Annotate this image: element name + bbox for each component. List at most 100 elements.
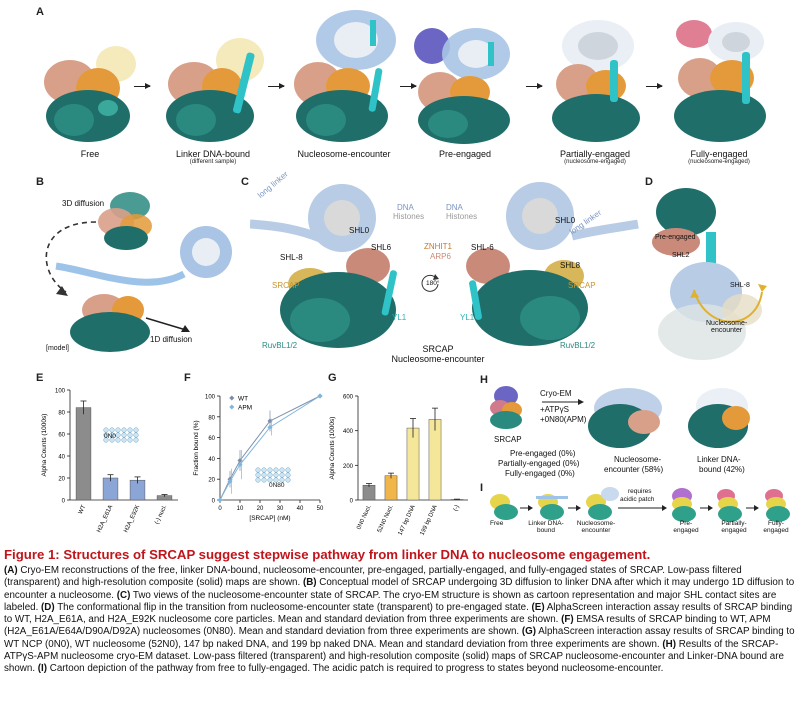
inset-nucleosome-dot: [127, 437, 133, 443]
caption-text-e: AlphaScreen interaction assay results of…: [4, 601, 793, 626]
srcap-label-h: SRCAP: [494, 435, 522, 444]
nucleosome-encounter-map: [294, 10, 396, 142]
inset-nucleosome-dot: [273, 477, 279, 483]
percent-pre-engaged: Pre-engaged (0%): [510, 449, 576, 458]
state-sub-linker: (different sample): [189, 159, 237, 165]
inset-nucleosome-dot: [285, 467, 291, 473]
panel-label-g: G: [328, 372, 337, 384]
arp6-label: ARP6: [430, 252, 451, 261]
fully-engaged-map: [674, 20, 766, 142]
apm-condition: +0N80(APM): [540, 415, 587, 424]
inset-nucleosome-dot: [261, 477, 267, 483]
chart-f: 0 20 40 60 80 100 0 10 20 30 40 50 [SRCAP] (nM) Fract…: [193, 393, 324, 522]
inset-nucleosome-dot: [261, 467, 267, 473]
shl6-label-left: SHL6: [371, 243, 392, 252]
bar: [384, 475, 398, 501]
cryo-em-label: Cryo-EM: [540, 389, 572, 398]
x-tick-label: H2A_E92K: [123, 504, 141, 533]
note-requires: requires: [628, 488, 652, 495]
caption-text-b: Conceptual model of SRCAP undergoing 3D …: [4, 577, 795, 601]
y-tick-label: 200: [343, 464, 354, 470]
inset-nucleosome-dot: [103, 437, 109, 443]
encounter-title-line2: Nucleosome-encounter: [391, 354, 485, 364]
x-tick-label: H2A_E61A: [96, 504, 114, 533]
state-label-free: Free: [80, 149, 100, 159]
pre-engaged-label-d: Pre-engaged: [655, 234, 696, 241]
diffusion-model-diagram: [45, 192, 232, 352]
caption-letter-e: (E): [531, 601, 545, 613]
arrow-a1: [134, 83, 151, 89]
data-point: [217, 497, 223, 503]
ruvbl-label-right: RuvBL1/2: [560, 341, 596, 350]
rotation-label: 180°: [426, 280, 440, 287]
percent-partially: Partially-engaged (0%): [498, 459, 580, 468]
y-axis-label: Alpha Counts (1000s): [41, 414, 48, 477]
inset-nucleosome-dot: [115, 427, 121, 433]
caption-text-c: Two views of the nucleosome-encounter st…: [4, 589, 777, 613]
bar: [428, 419, 442, 501]
caption-letter-h: (H): [662, 638, 676, 650]
diffusion-3d-label: 3D diffusion: [62, 199, 105, 208]
legend-label: WT: [238, 396, 248, 403]
inset-nucleosome-dot: [115, 437, 121, 443]
model-label: [model]: [46, 345, 69, 352]
x-tick-label: 30: [277, 506, 284, 512]
x-tick-label: (-): [453, 504, 461, 512]
state-label-linker: Linker DNA-bound: [175, 149, 251, 159]
y-tick-label: 100: [205, 395, 216, 401]
x-tick-label: 147 bp DNA: [398, 504, 417, 536]
inset-nucleosome-dot: [127, 432, 133, 438]
panel-label-f: F: [184, 372, 191, 384]
yl1-label-left: YL1: [392, 313, 407, 322]
atp-condition: +ATPγS: [540, 405, 569, 414]
inset-nucleosome-dot: [133, 437, 139, 443]
histones-label-right: Histones: [446, 212, 478, 221]
x-tick-label: (-) nucl.: [154, 504, 168, 525]
x-tick-label: 0: [218, 506, 222, 512]
linker-label-h-1: Linker DNA-: [697, 455, 741, 464]
panel-label-i: I: [480, 482, 484, 494]
figure-caption: (A) Cryo-EM reconstructions of the free,…: [4, 565, 797, 676]
chart-e: 0 20 40 60 80 100 WT H2A_E61A H2A_E92K (-) nucl. A…: [41, 389, 178, 534]
y-tick-label: 80: [58, 411, 65, 417]
y-tick-label: 0: [212, 499, 216, 505]
srcap-label-right: SRCAP: [568, 281, 596, 290]
note-acidic-patch: acidic patch: [620, 496, 655, 503]
step-free: Free: [490, 520, 504, 527]
free-state-map: [44, 46, 136, 142]
encounter-label-h-1: Nucleosome-: [614, 455, 662, 464]
inset-nucleosome-dot: [285, 472, 291, 478]
step-linker: Linker DNA-bound: [528, 520, 564, 534]
y-tick-label: 0: [62, 499, 66, 505]
linker-label-h-2: bound (42%): [699, 465, 745, 474]
caption-letter-i: (I): [37, 663, 48, 675]
caption-text-f: EMSA results of SRCAP binding to WT, APM…: [4, 614, 771, 638]
arrow-a2: [268, 83, 285, 89]
caption-letter-b: (B): [302, 577, 317, 589]
inset-nucleosome-dot: [121, 437, 127, 443]
shl-minus8-label-d: SHL-8: [730, 282, 750, 289]
y-tick-label: 600: [343, 395, 354, 401]
y-tick-label: 80: [208, 415, 215, 421]
y-tick-label: 40: [208, 457, 215, 463]
state-sub-partially: (nucleosome-engaged): [564, 159, 626, 165]
step-encounter: Nucleosome-encounter: [576, 520, 616, 534]
arrow-a4: [526, 83, 543, 89]
conformational-flip-diagram: [652, 188, 767, 360]
y-tick-label: 60: [208, 436, 215, 442]
step-fully: Fully-engaged: [763, 520, 789, 534]
ruvbl-label-left: RuvBL1/2: [262, 341, 298, 350]
encounter-label-d: Nucleosome- encounter: [706, 320, 748, 334]
data-point: [317, 393, 323, 399]
arrow-a3: [400, 83, 417, 89]
y-tick-label: 40: [58, 455, 65, 461]
arrow-a5: [646, 83, 663, 89]
inset-nucleosome-dot: [255, 477, 261, 483]
caption-text-d: The conformational flip in the transitio…: [54, 601, 532, 613]
linker-bound-map: [166, 38, 264, 142]
inset-nucleosome-dot: [255, 467, 261, 473]
panel-label-a: A: [36, 6, 44, 18]
y-tick-label: 20: [58, 477, 65, 483]
step-pre-engaged: Pre-engaged: [673, 520, 699, 534]
shl2-label: SHL2: [672, 252, 690, 259]
